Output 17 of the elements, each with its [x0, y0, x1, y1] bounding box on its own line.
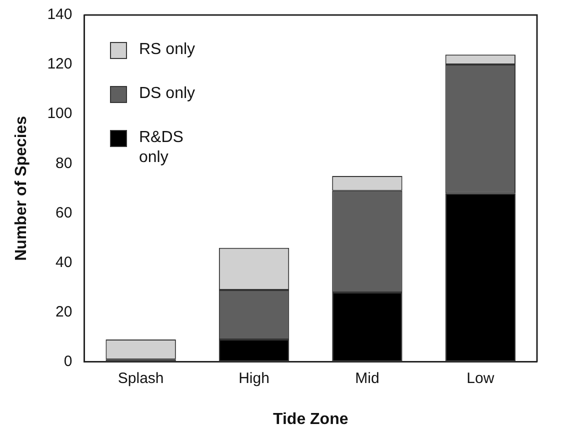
y-tick-label: 120	[47, 56, 72, 73]
y-tick-label: 80	[56, 154, 72, 172]
legend-label: DS only	[139, 84, 196, 104]
x-tick-label: Mid	[355, 370, 380, 387]
y-tick-label: 0	[64, 352, 72, 370]
x-tick-label: Splash	[118, 370, 164, 387]
y-tick-label: 40	[56, 254, 72, 271]
y-tick-label: 20	[56, 303, 72, 320]
y-axis-title: Number of Species	[13, 116, 30, 261]
x-tick-label: Low	[466, 370, 494, 387]
x-axis-title: Tide Zone	[272, 410, 348, 428]
legend-label: R&DS only	[139, 128, 184, 168]
legend-label: RS only	[139, 40, 196, 60]
y-tick-label: 100	[47, 105, 72, 122]
x-tick-label: High	[238, 370, 270, 387]
y-tick-label: 140	[47, 6, 72, 24]
y-tick-label: 60	[56, 204, 72, 222]
